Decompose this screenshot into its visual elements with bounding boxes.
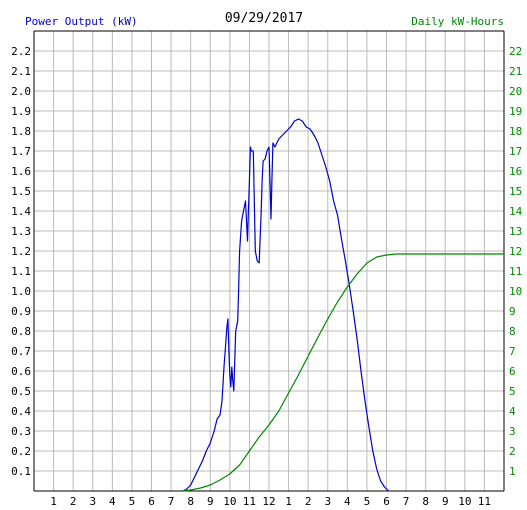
y-right-tick-label: 8 (509, 325, 516, 338)
y-right-tick-label: 22 (509, 45, 522, 58)
y-left-tick-label: 0.9 (11, 305, 31, 318)
y-left-tick-label: 0.3 (11, 425, 31, 438)
y-right-tick-label: 17 (509, 145, 522, 158)
power-output-line (182, 118, 389, 492)
x-tick-label: 11 (243, 495, 256, 508)
series-lines (182, 118, 504, 492)
y-right-tick-label: 5 (509, 385, 516, 398)
x-tick-label: 8 (422, 495, 429, 508)
x-tick-label: 5 (129, 495, 136, 508)
x-tick-label: 4 (344, 495, 351, 508)
x-tick-label: 6 (148, 495, 155, 508)
x-tick-label: 11 (478, 495, 491, 508)
y-right-tick-label: 18 (509, 125, 522, 138)
y-left-tick-label: 0.6 (11, 365, 31, 378)
chart-title: 09/29/2017 (225, 11, 303, 26)
x-tick-label: 2 (70, 495, 77, 508)
y-left-tick-label: 0.5 (11, 385, 31, 398)
x-tick-label: 6 (383, 495, 390, 508)
y-left-tick-label: 1.0 (11, 285, 31, 298)
y-right-tick-label: 16 (509, 165, 522, 178)
y-left-tick-label: 1.7 (11, 145, 31, 158)
y-right-tick-label: 10 (509, 285, 522, 298)
y-left-tick-label: 1.9 (11, 105, 31, 118)
x-tick-label: 9 (442, 495, 449, 508)
left-axis-title: Power Output (kW) (25, 15, 138, 28)
y-left-tick-label: 0.4 (11, 405, 31, 418)
y-right-tick-label: 19 (509, 105, 522, 118)
y-left-tick-label: 1.2 (11, 245, 31, 258)
y-right-tick-label: 6 (509, 365, 516, 378)
x-tick-label: 9 (207, 495, 214, 508)
y-right-tick-label: 13 (509, 225, 522, 238)
y-left-tick-label: 2.0 (11, 85, 31, 98)
y-right-tick-label: 7 (509, 345, 516, 358)
y-right-tick-label: 12 (509, 245, 522, 258)
y-left-tick-label: 0.2 (11, 445, 31, 458)
x-tick-label: 12 (262, 495, 275, 508)
x-tick-label: 3 (324, 495, 331, 508)
x-tick-label: 1 (50, 495, 57, 508)
y-right-tick-label: 20 (509, 85, 522, 98)
y-left-tick-label: 1.3 (11, 225, 31, 238)
y-right-tick-label: 9 (509, 305, 516, 318)
y-left-tick-label: 0.1 (11, 465, 31, 478)
y-right-tick-label: 14 (509, 205, 523, 218)
right-axis-title: Daily kW-Hours (411, 15, 504, 28)
y-right-tick-label: 4 (509, 405, 516, 418)
x-tick-label: 4 (109, 495, 116, 508)
y-left-tick-label: 2.1 (11, 65, 31, 78)
y-right-tick-label: 2 (509, 445, 516, 458)
y-right-tick-label: 15 (509, 185, 522, 198)
x-tick-label: 2 (305, 495, 312, 508)
y-left-tick-label: 1.1 (11, 265, 31, 278)
daily-kwh-line (182, 253, 504, 492)
tick-labels: 0.1 0.2 0.3 0.4 0.5 0.6 0.7 0.8 0.9 1.0 1.1 1.2 1.3 1… (11, 45, 522, 508)
y-right-tick-label: 1 (509, 465, 516, 478)
x-tick-label: 3 (89, 495, 96, 508)
y-left-tick-label: 1.4 (11, 205, 31, 218)
y-right-tick-label: 21 (509, 65, 522, 78)
y-left-tick-label: 2.2 (11, 45, 31, 58)
x-tick-label: 1 (285, 495, 292, 508)
y-left-tick-label: 1.6 (11, 165, 31, 178)
y-right-tick-label: 11 (509, 265, 522, 278)
y-left-tick-label: 1.5 (11, 185, 31, 198)
y-right-tick-label: 3 (509, 425, 516, 438)
x-tick-label: 7 (403, 495, 410, 508)
y-left-tick-label: 0.8 (11, 325, 31, 338)
x-tick-label: 7 (168, 495, 175, 508)
x-tick-label: 10 (458, 495, 471, 508)
grid-lines (34, 31, 504, 491)
axes (33, 30, 505, 492)
x-tick-label: 8 (187, 495, 194, 508)
x-tick-label: 10 (223, 495, 236, 508)
x-tick-label: 5 (364, 495, 371, 508)
y-left-tick-label: 0.7 (11, 345, 31, 358)
y-left-tick-label: 1.8 (11, 125, 31, 138)
